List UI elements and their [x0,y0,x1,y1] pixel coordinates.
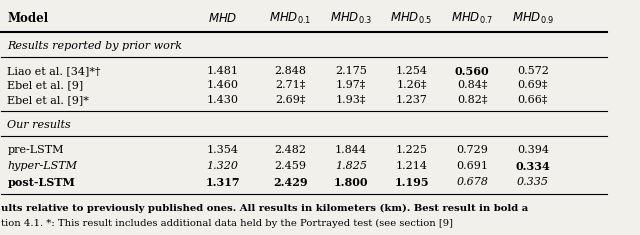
Text: 1.93‡: 1.93‡ [336,95,366,105]
Text: 1.195: 1.195 [394,176,429,188]
Text: 1.481: 1.481 [207,66,239,76]
Text: 1.430: 1.430 [207,95,239,105]
Text: tion 4.1. *: This result includes additional data held by the Portrayed test (se: tion 4.1. *: This result includes additi… [1,219,453,228]
Text: 1.354: 1.354 [207,145,239,156]
Text: 1.800: 1.800 [334,176,368,188]
Text: 0.729: 0.729 [456,145,488,156]
Text: 0.678: 0.678 [456,177,488,187]
Text: 2.482: 2.482 [275,145,307,156]
Text: 1.214: 1.214 [396,161,428,171]
Text: 1.97‡: 1.97‡ [336,80,366,90]
Text: $MHD_{0.1}$: $MHD_{0.1}$ [269,11,312,26]
Text: $MHD_{0.3}$: $MHD_{0.3}$ [330,11,372,26]
Text: 2.69‡: 2.69‡ [275,95,306,105]
Text: 1.317: 1.317 [205,176,240,188]
Text: 0.82‡: 0.82‡ [457,95,488,105]
Text: 1.844: 1.844 [335,145,367,156]
Text: 0.691: 0.691 [456,161,488,171]
Text: 1.320: 1.320 [207,161,239,171]
Text: 0.572: 0.572 [517,66,548,76]
Text: 2.459: 2.459 [275,161,307,171]
Text: $MHD_{0.7}$: $MHD_{0.7}$ [451,11,493,26]
Text: 2.175: 2.175 [335,66,367,76]
Text: 1.254: 1.254 [396,66,428,76]
Text: 1.237: 1.237 [396,95,428,105]
Text: 0.394: 0.394 [517,145,549,156]
Text: 0.335: 0.335 [517,177,549,187]
Text: 0.66‡: 0.66‡ [518,95,548,105]
Text: 1.460: 1.460 [207,80,239,90]
Text: 2.429: 2.429 [273,176,308,188]
Text: Ebel et al. [9]: Ebel et al. [9] [8,80,84,90]
Text: 1.825: 1.825 [335,161,367,171]
Text: 0.334: 0.334 [515,161,550,172]
Text: 2.848: 2.848 [275,66,307,76]
Text: Our results: Our results [8,120,71,130]
Text: 1.26‡: 1.26‡ [396,80,427,90]
Text: post-LSTM: post-LSTM [8,176,76,188]
Text: Ebel et al. [9]*: Ebel et al. [9]* [8,95,90,105]
Text: $MHD$: $MHD$ [208,12,237,25]
Text: Results reported by prior work: Results reported by prior work [8,41,182,51]
Text: pre-LSTM: pre-LSTM [8,145,64,156]
Text: 0.560: 0.560 [455,66,490,77]
Text: 2.71‡: 2.71‡ [275,80,306,90]
Text: Liao et al. [34]*†: Liao et al. [34]*† [8,66,101,76]
Text: 0.84‡: 0.84‡ [457,80,488,90]
Text: 0.69‡: 0.69‡ [518,80,548,90]
Text: $MHD_{0.9}$: $MHD_{0.9}$ [511,11,554,26]
Text: Model: Model [8,12,49,25]
Text: 1.225: 1.225 [396,145,428,156]
Text: ults relative to previously published ones. All results in kilometers (km). Best: ults relative to previously published on… [1,204,529,213]
Text: $MHD_{0.5}$: $MHD_{0.5}$ [390,11,433,26]
Text: hyper-LSTM: hyper-LSTM [8,161,77,171]
